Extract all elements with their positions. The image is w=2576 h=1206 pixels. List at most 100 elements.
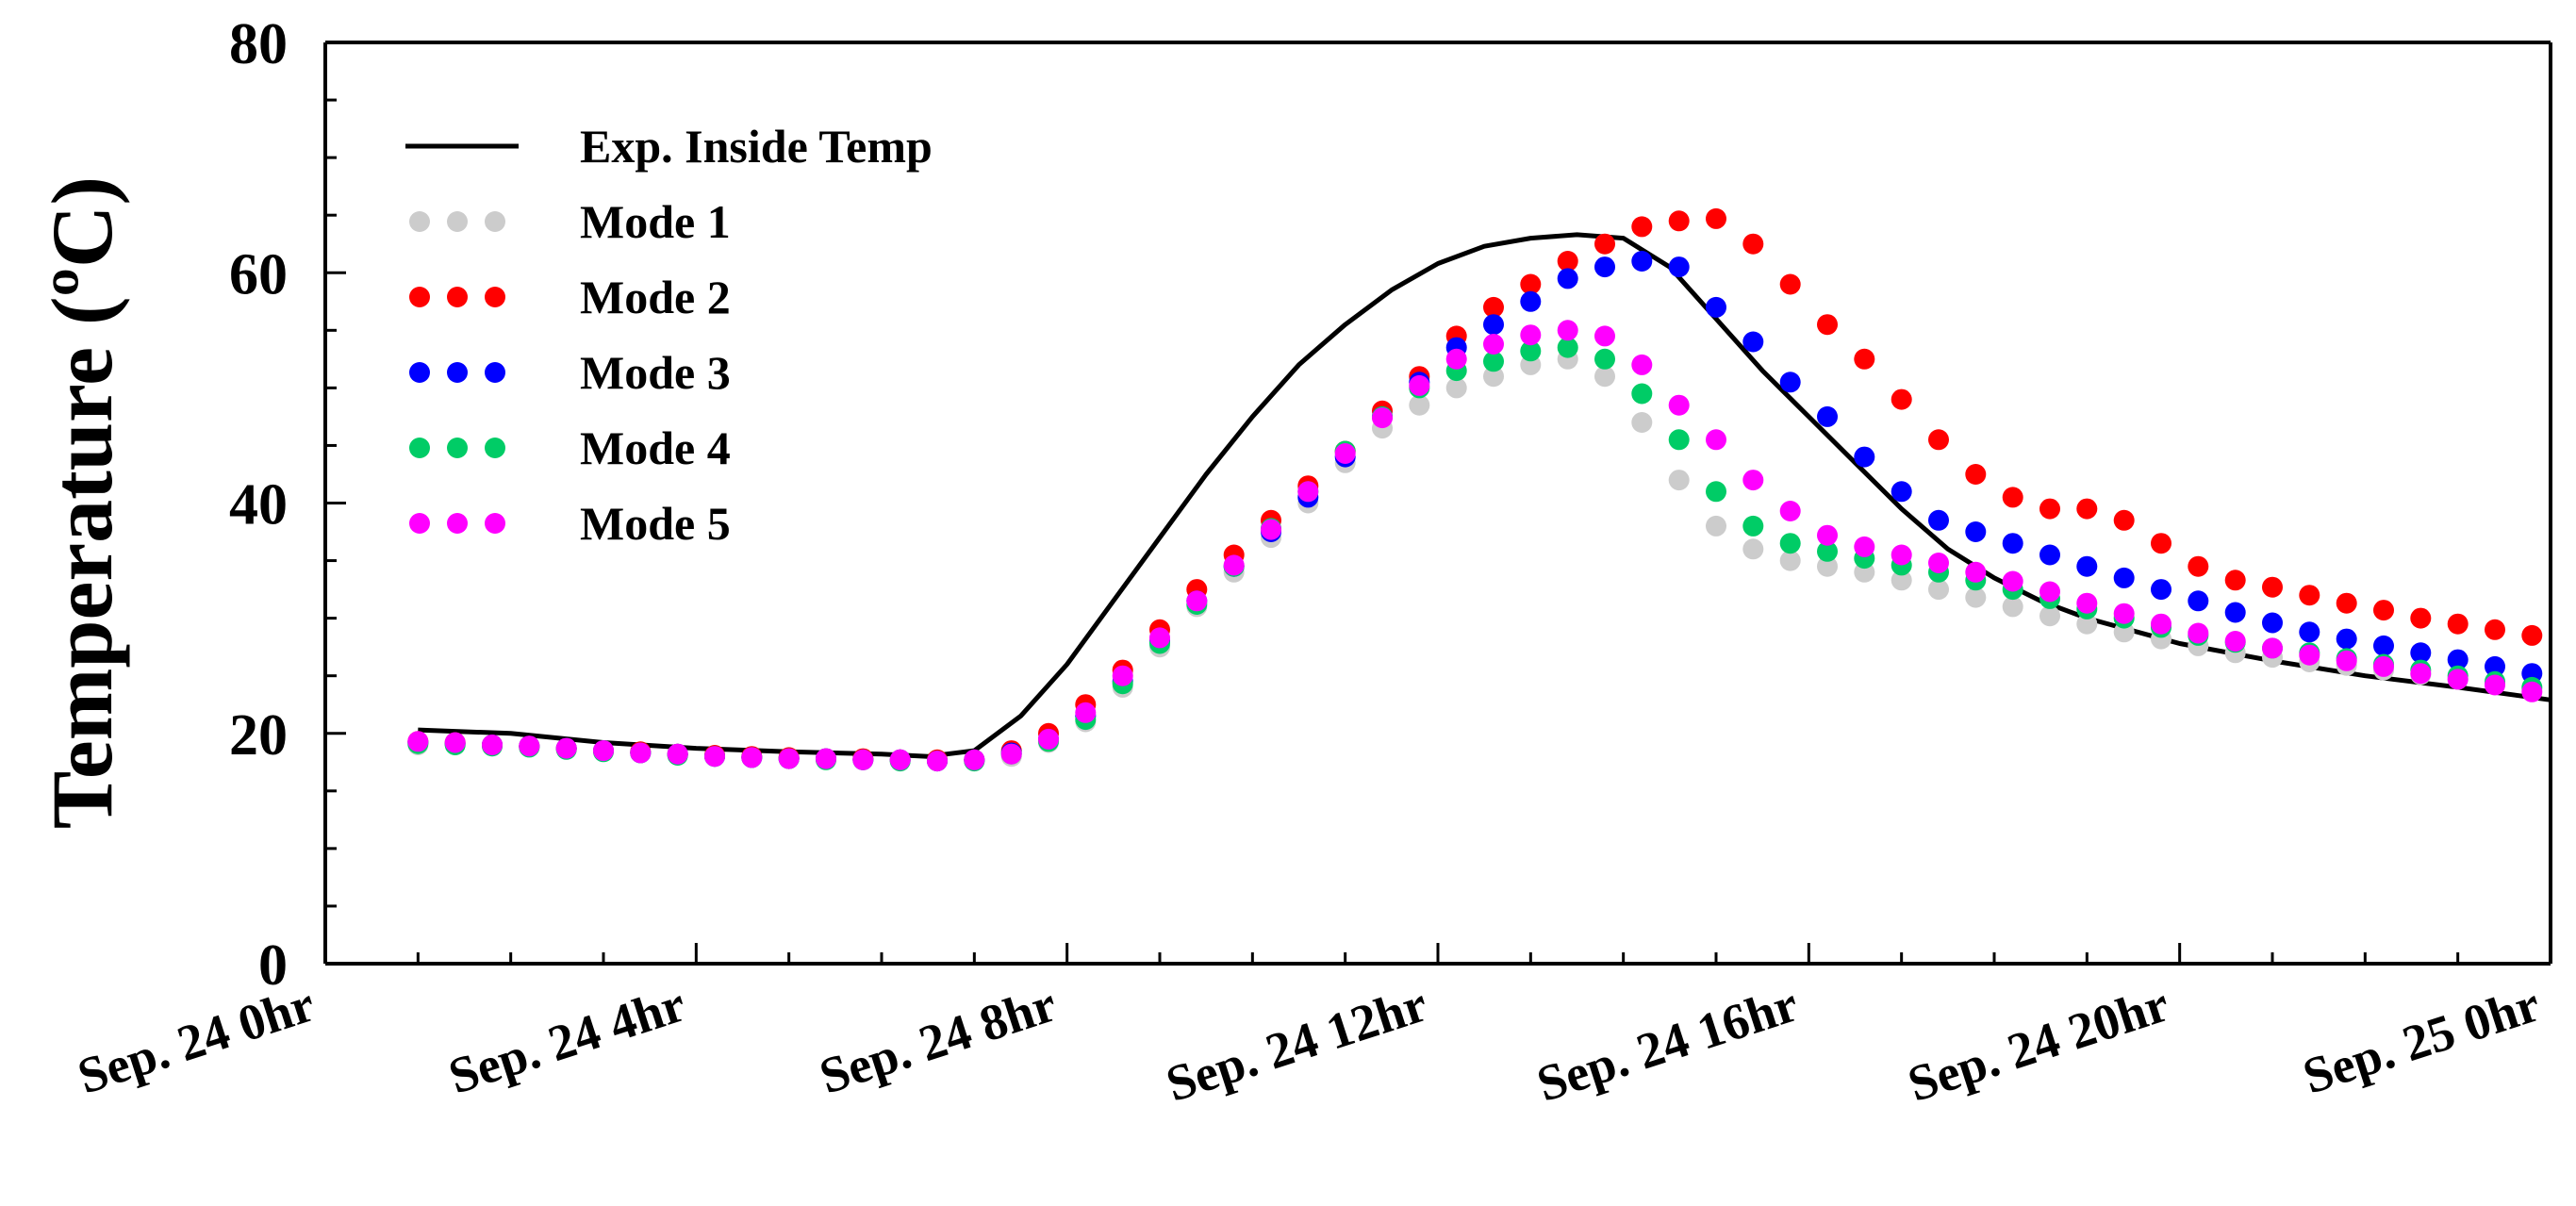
data-point (2336, 592, 2357, 614)
data-point (2299, 644, 2320, 666)
data-point (2485, 619, 2505, 640)
legend-item: Mode 1 (409, 195, 731, 248)
data-point (2336, 628, 2357, 650)
legend-label: Mode 3 (580, 346, 731, 399)
data-point (1965, 586, 1987, 608)
data-point (2299, 621, 2320, 643)
legend-swatch-dot (447, 513, 468, 534)
data-point (593, 740, 614, 762)
data-point (1965, 464, 1987, 485)
data-point (2188, 555, 2209, 577)
legend-item: Mode 4 (409, 421, 731, 474)
data-point (1594, 256, 1615, 278)
data-point (2224, 602, 2246, 623)
data-point (519, 735, 540, 757)
data-point (2262, 637, 2283, 659)
data-point (889, 749, 911, 770)
data-point (1483, 366, 1504, 388)
data-point (1817, 314, 1838, 336)
data-point (1594, 325, 1615, 347)
data-point (2151, 533, 2171, 554)
data-point (1779, 533, 1801, 554)
legend-item: Exp. Inside Temp (405, 120, 933, 173)
data-point (2447, 613, 2469, 635)
data-point (1706, 296, 1726, 318)
legend-label: Mode 1 (580, 195, 731, 248)
legend-swatch-dot (409, 211, 430, 232)
data-point (1965, 521, 1987, 542)
data-point (2373, 600, 2394, 621)
data-point (1668, 256, 1690, 278)
data-point (1706, 481, 1726, 503)
data-point (1631, 216, 1653, 238)
data-point (1817, 524, 1838, 546)
data-point (778, 748, 800, 769)
data-point (1779, 273, 1801, 295)
data-point (2447, 649, 2469, 670)
data-point (852, 749, 874, 770)
data-point (1000, 743, 1022, 765)
data-point (1038, 728, 1059, 750)
data-point (1112, 665, 1133, 686)
x-tick-label: Sep. 24 8hr (813, 975, 1063, 1104)
data-point (1779, 501, 1801, 521)
y-axis-label: Temperature (ºC) (34, 176, 130, 829)
data-point (1631, 412, 1653, 433)
data-point (1334, 443, 1356, 464)
legend-swatch-dot (485, 438, 505, 458)
y-tick-label: 60 (229, 242, 288, 306)
data-point (2188, 590, 2209, 612)
legend-swatch-dot (485, 211, 505, 232)
legend-swatch-dot (485, 287, 505, 307)
data-point (1742, 331, 1764, 353)
data-point (2039, 605, 2060, 627)
data-point (1965, 561, 1987, 583)
series-mode-5 (407, 320, 2543, 772)
data-point (964, 749, 985, 770)
data-point (2521, 681, 2543, 702)
data-point (2410, 642, 2432, 664)
legend-item: Mode 2 (409, 271, 731, 323)
data-point (1742, 233, 1764, 255)
data-point (816, 748, 836, 769)
legend-item: Mode 3 (409, 346, 731, 399)
series-mode-4 (407, 337, 2543, 772)
data-point (1928, 553, 1949, 573)
data-point (1520, 273, 1542, 295)
x-tick-label: Sep. 24 4hr (442, 975, 692, 1104)
x-tick-label: Sep. 24 12hr (1160, 975, 1434, 1113)
data-point (2113, 509, 2135, 531)
y-tick-label: 0 (258, 933, 288, 998)
data-point (2002, 596, 2023, 618)
legend-label: Exp. Inside Temp (580, 120, 933, 173)
legend-swatch-dot (409, 438, 430, 458)
data-point (1706, 429, 1726, 451)
data-point (444, 732, 466, 753)
data-point (1668, 394, 1690, 416)
data-point (1594, 233, 1615, 255)
data-point (1409, 394, 1430, 416)
data-point (2299, 585, 2320, 606)
data-point (1557, 268, 1578, 289)
data-point (2262, 576, 2283, 598)
data-point (2002, 570, 2023, 592)
data-point (2373, 655, 2394, 677)
x-tick-label: Sep. 24 16hr (1530, 975, 1805, 1113)
y-tick-label: 80 (229, 12, 288, 76)
data-point (2039, 498, 2060, 520)
data-point (1891, 570, 1912, 591)
data-point (1186, 590, 1208, 612)
data-point (2447, 669, 2469, 690)
data-point (2113, 567, 2135, 588)
legend-swatch-dot (409, 287, 430, 307)
legend: Exp. Inside Temp Mode 1 Mode 2 Mode 3 Mode 4… (405, 120, 933, 550)
data-point (2485, 655, 2505, 677)
legend-swatch-dot (447, 438, 468, 458)
data-point (1520, 290, 1542, 312)
data-point (704, 746, 725, 768)
data-point (1557, 320, 1578, 341)
data-point (927, 751, 948, 772)
data-point (1668, 210, 1690, 232)
data-point (1817, 405, 1838, 427)
data-point (407, 731, 429, 752)
